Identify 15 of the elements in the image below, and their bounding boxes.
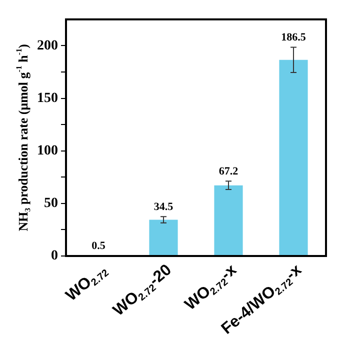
- bar: [149, 220, 178, 256]
- data-label: 67.2: [218, 165, 239, 178]
- bar: [214, 185, 243, 256]
- y-tick-label: 50: [44, 196, 58, 212]
- y-tick-label: 0: [51, 248, 58, 264]
- bar: [279, 60, 308, 256]
- y-tick-label: 200: [37, 38, 58, 54]
- y-tick-label: 100: [37, 143, 58, 158]
- data-label: 186.5: [281, 32, 306, 44]
- y-axis-title: NH₃ production rate (μmol g-1 h-1): [14, 44, 30, 232]
- x-tick-label: WO2.72: [62, 267, 112, 305]
- data-label: 0.5: [92, 240, 106, 252]
- data-label: 34.5: [154, 200, 174, 213]
- x-tick-label: WO2.72-20: [110, 261, 175, 320]
- y-tick-label: 150: [37, 90, 58, 106]
